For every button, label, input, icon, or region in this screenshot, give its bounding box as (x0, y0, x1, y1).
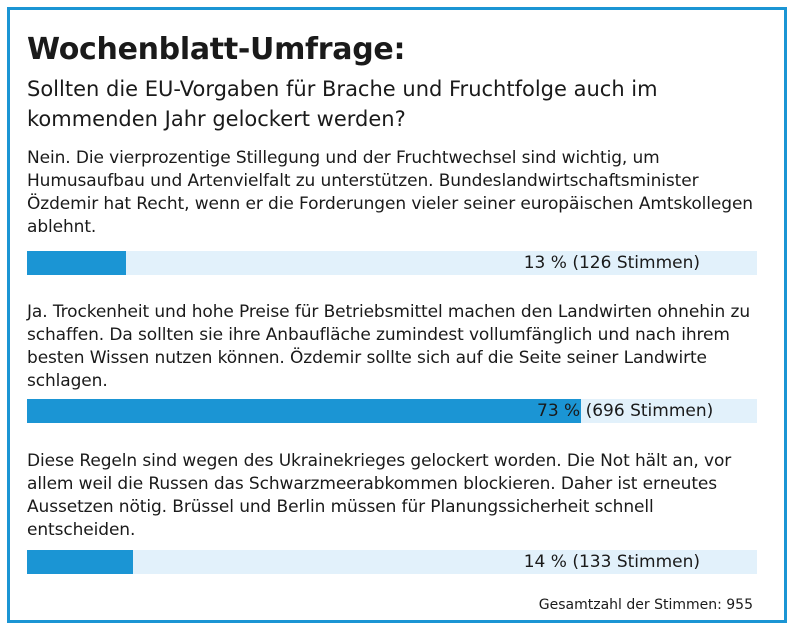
answer-text-2: Ja. Trockenheit und hohe Preise für Betr… (27, 302, 750, 391)
bar-track-1: 13 % (126 Stimmen) (27, 251, 757, 275)
poll-title: Wochenblatt-Umfrage: (27, 32, 406, 67)
bar-fill-1 (27, 251, 126, 275)
poll-question: Sollten die EU-Vorgaben für Brache und F… (27, 77, 658, 131)
answer-text-3: Diese Regeln sind wegen des Ukrainekrieg… (27, 451, 732, 540)
bar-track-3: 14 % (133 Stimmen) (27, 550, 757, 574)
bar-label-3: 14 % (133 Stimmen) (524, 550, 700, 574)
bar-fill-3 (27, 550, 133, 574)
bar-percent-3: 14 % (523, 552, 567, 572)
poll-frame (7, 7, 787, 623)
bar-fill-2 (27, 399, 581, 423)
bar-track-2: 73 % (696 Stimmen) (27, 399, 757, 423)
bar-votes-3: (133 Stimmen) (572, 552, 700, 572)
bar-votes-2: (696 Stimmen) (585, 401, 714, 421)
bar-label-1: 13 % (126 Stimmen) (524, 251, 700, 275)
total-votes: Gesamtzahl der Stimmen: 955 (538, 597, 753, 613)
bar-percent-2: 73 % (537, 401, 581, 421)
bar-votes-1: (126 Stimmen) (572, 253, 700, 273)
answer-text-1: Nein. Die vierprozentige Stillegung und … (27, 148, 753, 237)
bar-label-2: 73 % (696 Stimmen) (537, 399, 713, 423)
bar-percent-1: 13 % (523, 253, 567, 273)
